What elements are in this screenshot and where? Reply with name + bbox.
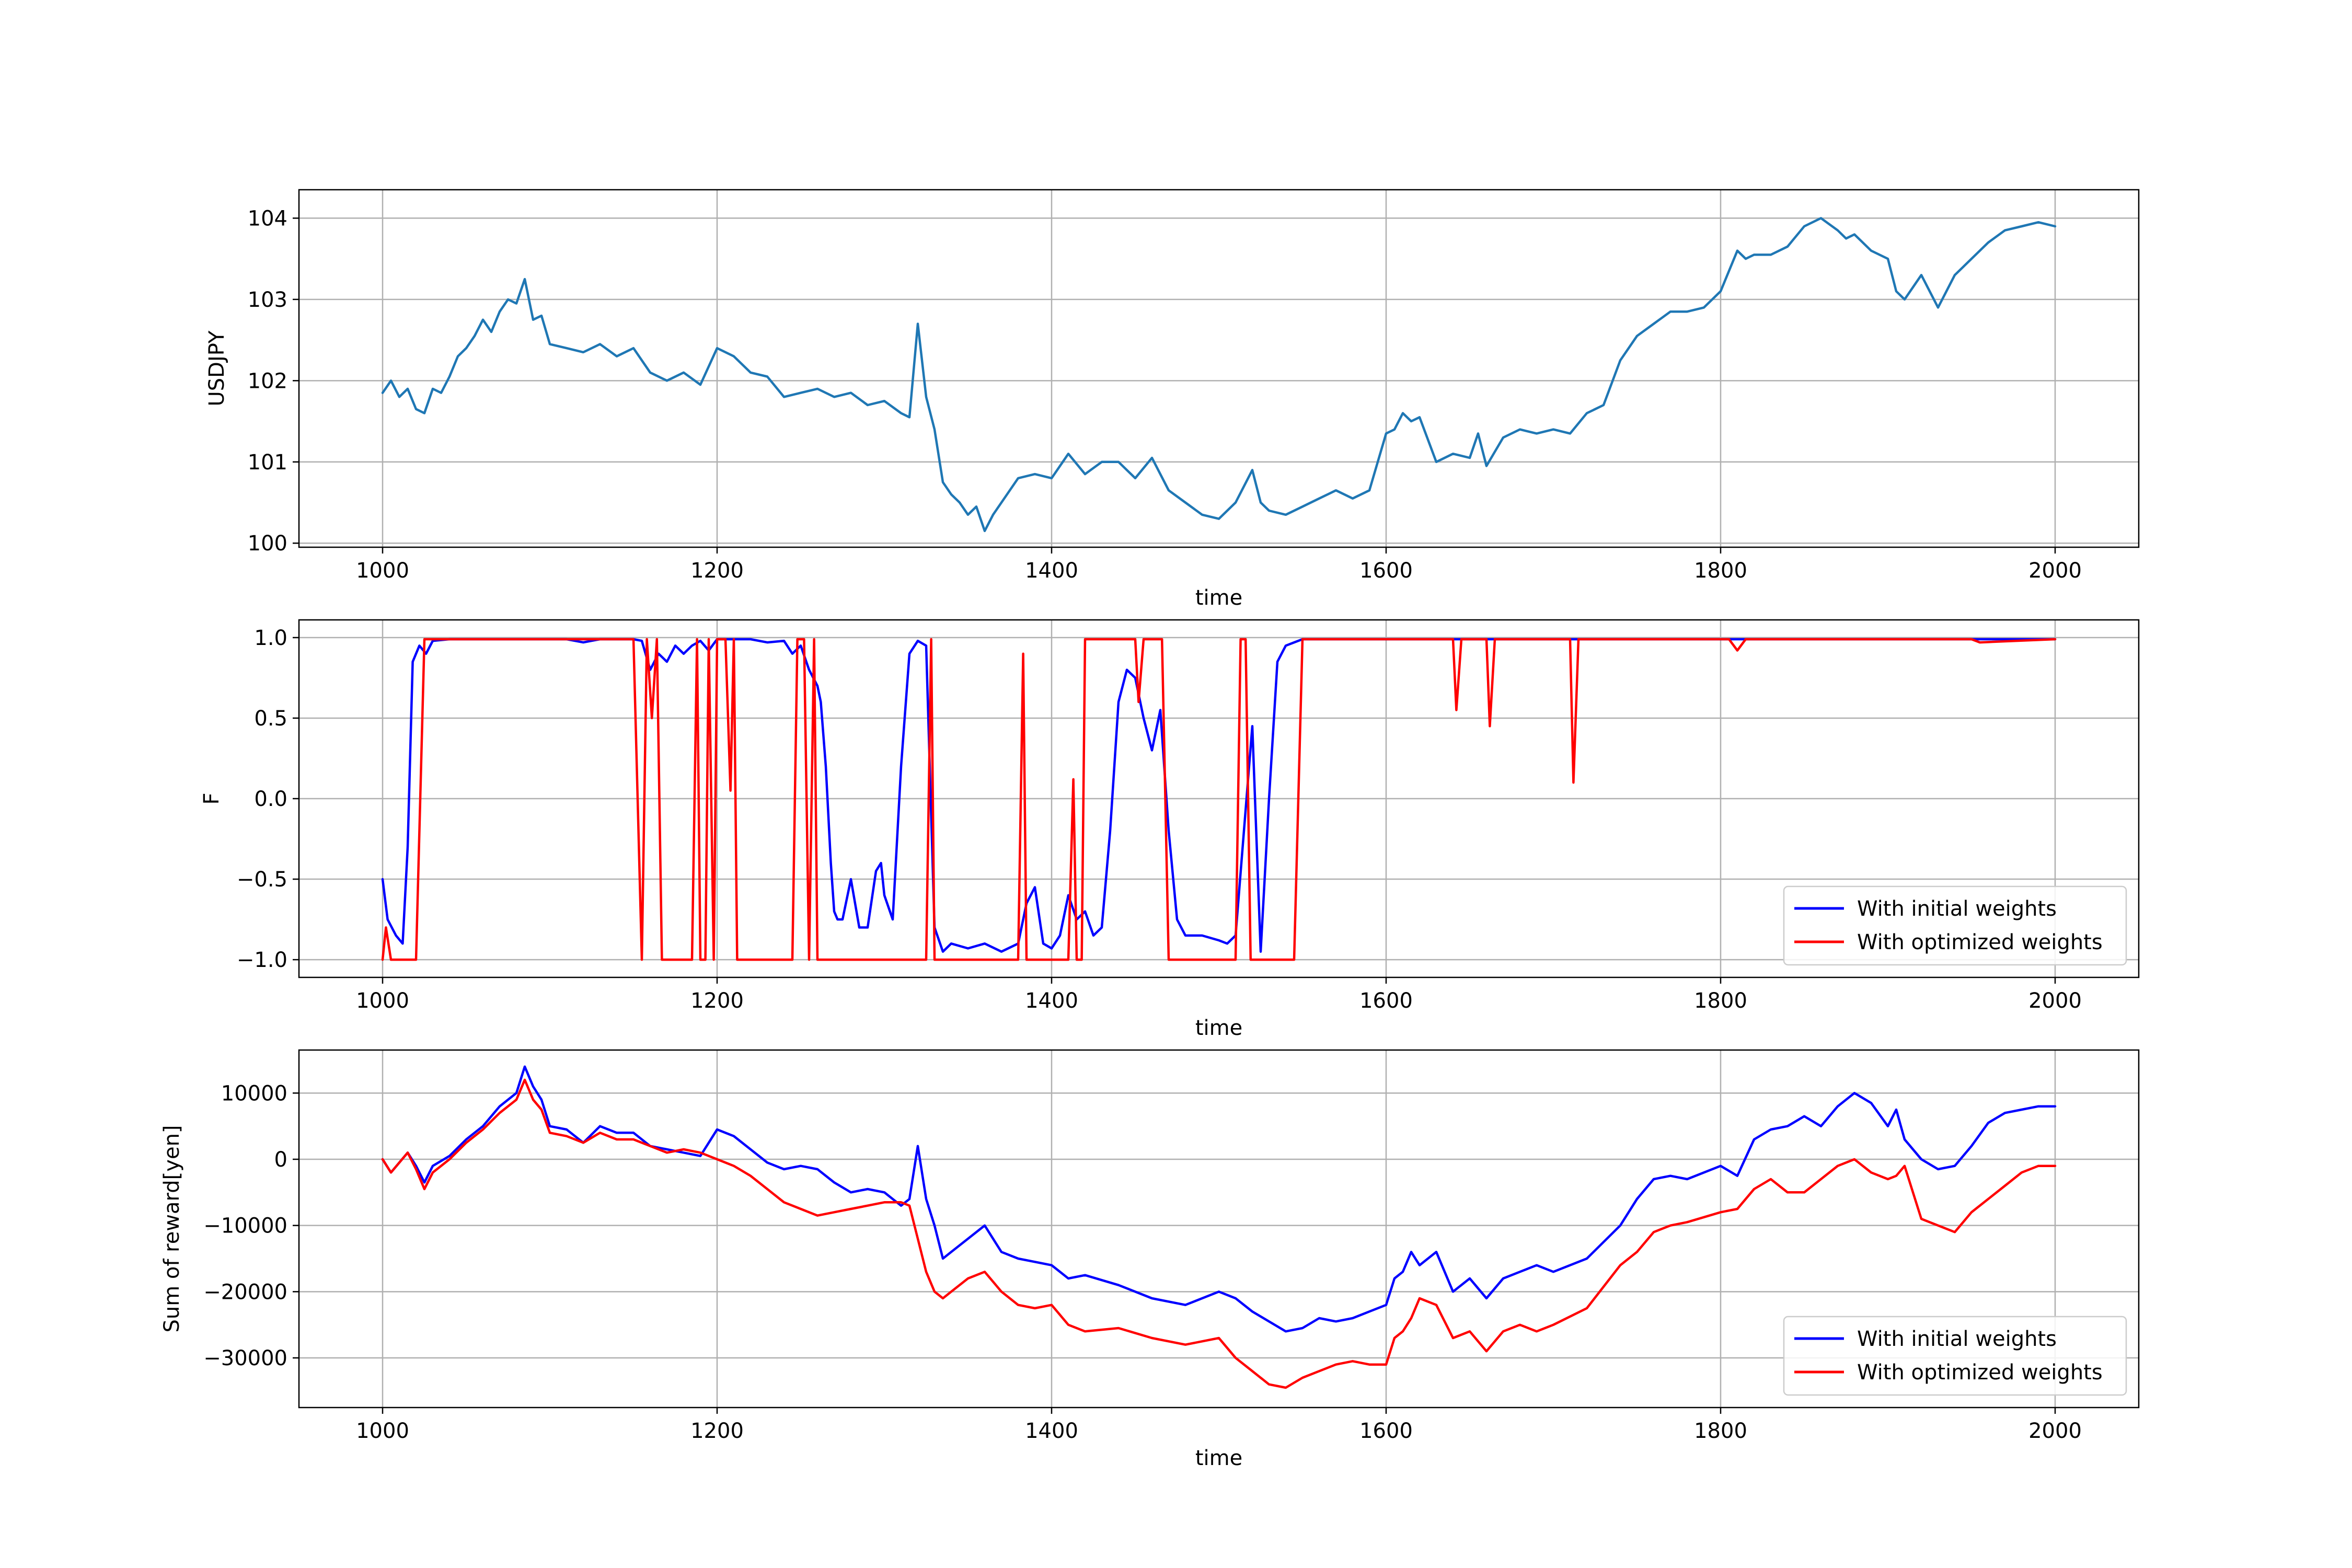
y-tick-label: 103 xyxy=(248,288,287,312)
series-line-1 xyxy=(381,217,2057,533)
y-axis-label: USDJPY xyxy=(205,330,229,407)
legend-box xyxy=(1783,885,2127,966)
x-tick-label: 1800 xyxy=(1694,1419,1747,1443)
x-tick-label: 1400 xyxy=(1025,1419,1078,1443)
y-tick-label: 0 xyxy=(274,1148,287,1172)
x-tick-label: 1800 xyxy=(1694,559,1747,583)
x-tick-label: 1800 xyxy=(1694,989,1747,1013)
subplot-panels: 1000 1200 1400 1600 1800 2000 100 101 102 103 104 t… xyxy=(160,189,2140,1470)
series-line-2 xyxy=(381,1078,2057,1389)
y-tick-label: 100 xyxy=(248,532,287,556)
subplot-1: 1000 1200 1400 1600 1800 2000 100 101 102 103 104 t… xyxy=(205,189,2140,610)
y-tick-label: −0.5 xyxy=(237,868,287,892)
legend-entry: With optimized weights xyxy=(1857,1361,2103,1385)
y-tick-label: −10000 xyxy=(203,1214,287,1238)
y-axis-label: Sum of reward[yen] xyxy=(160,1125,184,1332)
subplot-2: 1000 1200 1400 1600 1800 2000 −1.0 −0.5 0.0 0.5 1.… xyxy=(200,619,2140,1040)
legend: With initial weights With optimized weigh… xyxy=(1783,1316,2127,1396)
x-tick-label: 1600 xyxy=(1359,559,1413,583)
x-tick-label: 2000 xyxy=(2028,559,2082,583)
x-tick-label: 2000 xyxy=(2028,989,2082,1013)
x-tick-label: 1000 xyxy=(356,1419,409,1443)
series-line-1 xyxy=(381,638,2057,953)
legend: With initial weights With optimized weigh… xyxy=(1783,885,2127,966)
legend-entry: With optimized weights xyxy=(1857,930,2103,954)
x-tick-label: 1200 xyxy=(690,989,744,1013)
x-axis-label: time xyxy=(1195,586,1242,610)
x-axis-label: time xyxy=(1195,1016,1242,1040)
x-tick-label: 1200 xyxy=(690,559,744,583)
x-tick-label: 1200 xyxy=(690,1419,744,1443)
series-line-1 xyxy=(381,1065,2057,1333)
x-tick-label: 1400 xyxy=(1025,559,1078,583)
x-tick-label: 1000 xyxy=(356,989,409,1013)
y-tick-label: 104 xyxy=(248,206,287,230)
x-tick-label: 1000 xyxy=(356,559,409,583)
x-tick-label: 2000 xyxy=(2028,1419,2082,1443)
y-tick-label: 0.5 xyxy=(254,707,287,731)
y-tick-label: 1.0 xyxy=(254,626,287,650)
y-tick-label: 10000 xyxy=(221,1081,287,1105)
series-line-2 xyxy=(381,638,2057,961)
axes-frame xyxy=(298,1049,2140,1409)
subplot-3: 1000 1200 1400 1600 1800 2000 −30000 −20000 −100… xyxy=(160,1049,2140,1470)
y-tick-label: −20000 xyxy=(203,1280,287,1304)
x-tick-label: 1600 xyxy=(1359,1419,1413,1443)
y-tick-label: −1.0 xyxy=(237,948,287,972)
axes-frame xyxy=(298,189,2140,548)
x-tick-label: 1400 xyxy=(1025,989,1078,1013)
y-axis-label: F xyxy=(200,792,224,804)
legend-box xyxy=(1783,1316,2127,1396)
y-tick-label: 0.0 xyxy=(254,787,287,811)
y-tick-label: 101 xyxy=(248,451,287,475)
y-tick-label: −30000 xyxy=(203,1346,287,1370)
legend-entry: With initial weights xyxy=(1857,897,2057,921)
y-tick-label: 102 xyxy=(248,369,287,393)
x-tick-label: 1600 xyxy=(1359,989,1413,1013)
legend-entry: With initial weights xyxy=(1857,1327,2057,1351)
x-axis-label: time xyxy=(1195,1446,1242,1470)
